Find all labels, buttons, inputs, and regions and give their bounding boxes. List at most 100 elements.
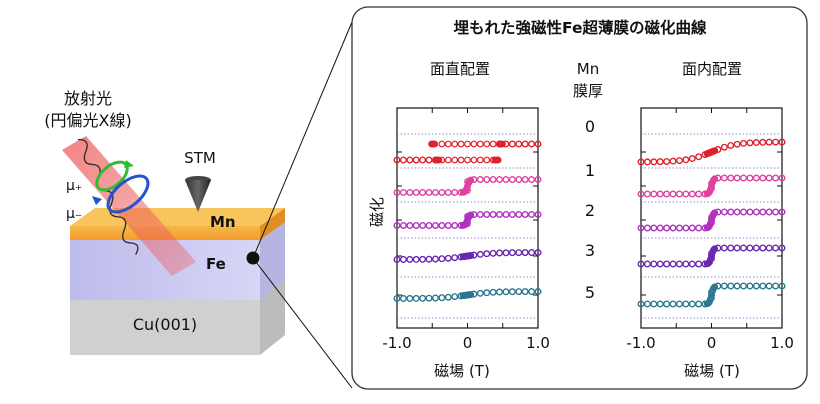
panel-title: 埋もれた強磁性Fe超薄膜の磁化曲線 xyxy=(454,18,707,37)
zoom-line-bottom xyxy=(252,257,353,389)
data-point xyxy=(406,256,414,263)
data-point xyxy=(406,156,414,164)
data-point xyxy=(444,140,452,148)
data-point-dense xyxy=(431,140,439,148)
data-point xyxy=(637,224,645,232)
data-point xyxy=(752,174,760,182)
data-point xyxy=(515,288,523,296)
stm-tip xyxy=(185,176,211,212)
data-point xyxy=(727,174,735,182)
data-point xyxy=(476,250,484,258)
data-point xyxy=(496,176,503,183)
data-point xyxy=(637,300,645,308)
data-point xyxy=(772,208,779,216)
data-point xyxy=(444,293,452,301)
data-point xyxy=(759,282,767,290)
data-point xyxy=(483,140,491,148)
data-point xyxy=(451,140,459,148)
data-point xyxy=(676,157,683,165)
data-point xyxy=(438,140,446,148)
data-point xyxy=(663,190,671,198)
data-point xyxy=(432,189,439,196)
stm-label: STM xyxy=(184,149,216,167)
data-point xyxy=(669,300,677,308)
data-point xyxy=(765,174,773,182)
cu-label: Cu(001) xyxy=(133,315,197,334)
data-point xyxy=(676,300,683,308)
data-point xyxy=(451,222,459,229)
data-point xyxy=(682,156,690,164)
data-point xyxy=(534,249,542,256)
data-point xyxy=(656,300,664,308)
light-label-line1: 放射光 xyxy=(64,89,112,108)
data-point xyxy=(502,176,510,183)
data-point xyxy=(676,190,683,198)
data-point xyxy=(656,260,664,268)
data-point xyxy=(778,282,786,290)
data-point xyxy=(476,176,484,183)
data-point-dense xyxy=(711,209,719,217)
data-point xyxy=(720,208,728,216)
data-point xyxy=(393,295,401,302)
data-point xyxy=(444,222,452,229)
data-point xyxy=(682,300,690,308)
data-point xyxy=(644,224,651,232)
data-point xyxy=(759,174,767,182)
data-point xyxy=(759,208,767,216)
data-point xyxy=(400,156,407,164)
fe-layer xyxy=(70,220,285,300)
data-point xyxy=(470,140,478,148)
data-point xyxy=(644,158,651,166)
data-point xyxy=(644,190,651,198)
data-point xyxy=(502,249,510,257)
data-point xyxy=(438,222,446,229)
data-point xyxy=(521,211,529,218)
data-point xyxy=(669,260,677,268)
data-point xyxy=(644,260,651,268)
data-point xyxy=(656,190,664,198)
data-point xyxy=(496,288,503,296)
data-point xyxy=(521,140,529,148)
data-point xyxy=(412,294,420,302)
data-point xyxy=(515,176,523,183)
data-point xyxy=(778,138,786,146)
data-point xyxy=(669,224,677,232)
data-point xyxy=(444,156,452,164)
data-point xyxy=(765,138,773,146)
thickness-labels: 0 1 2 3 5 xyxy=(585,117,595,302)
x-tick-label: 0 xyxy=(707,334,717,352)
data-point xyxy=(637,260,645,268)
data-point xyxy=(727,208,735,216)
data-point xyxy=(444,254,452,262)
data-point xyxy=(650,260,658,268)
data-point xyxy=(400,295,407,302)
data-point xyxy=(476,289,484,297)
magnetization-panel: 埋もれた強磁性Fe超薄膜の磁化曲線 面直配置 面内配置 Mn 膜厚 磁化 磁場 … xyxy=(351,6,808,390)
data-point xyxy=(656,224,664,232)
mn-layer xyxy=(70,208,285,240)
data-point xyxy=(438,294,446,302)
data-point xyxy=(772,282,779,290)
data-point xyxy=(528,176,535,183)
data-point xyxy=(676,260,683,268)
data-point xyxy=(663,300,671,308)
data-point xyxy=(720,174,728,182)
data-point xyxy=(419,156,427,164)
data-point xyxy=(727,244,735,252)
mn-thickness-label: 2 xyxy=(585,201,595,220)
data-point xyxy=(425,189,433,196)
data-point xyxy=(740,244,747,252)
data-point xyxy=(650,190,658,198)
data-point xyxy=(759,138,767,146)
data-point xyxy=(772,138,779,146)
data-point xyxy=(656,158,664,166)
data-point xyxy=(676,224,683,232)
data-point xyxy=(759,244,767,252)
data-point xyxy=(663,158,671,165)
data-point xyxy=(412,255,420,263)
data-point xyxy=(483,289,491,297)
data-point xyxy=(688,190,696,198)
data-point xyxy=(733,208,741,216)
data-point xyxy=(508,288,516,296)
data-point xyxy=(464,140,471,148)
